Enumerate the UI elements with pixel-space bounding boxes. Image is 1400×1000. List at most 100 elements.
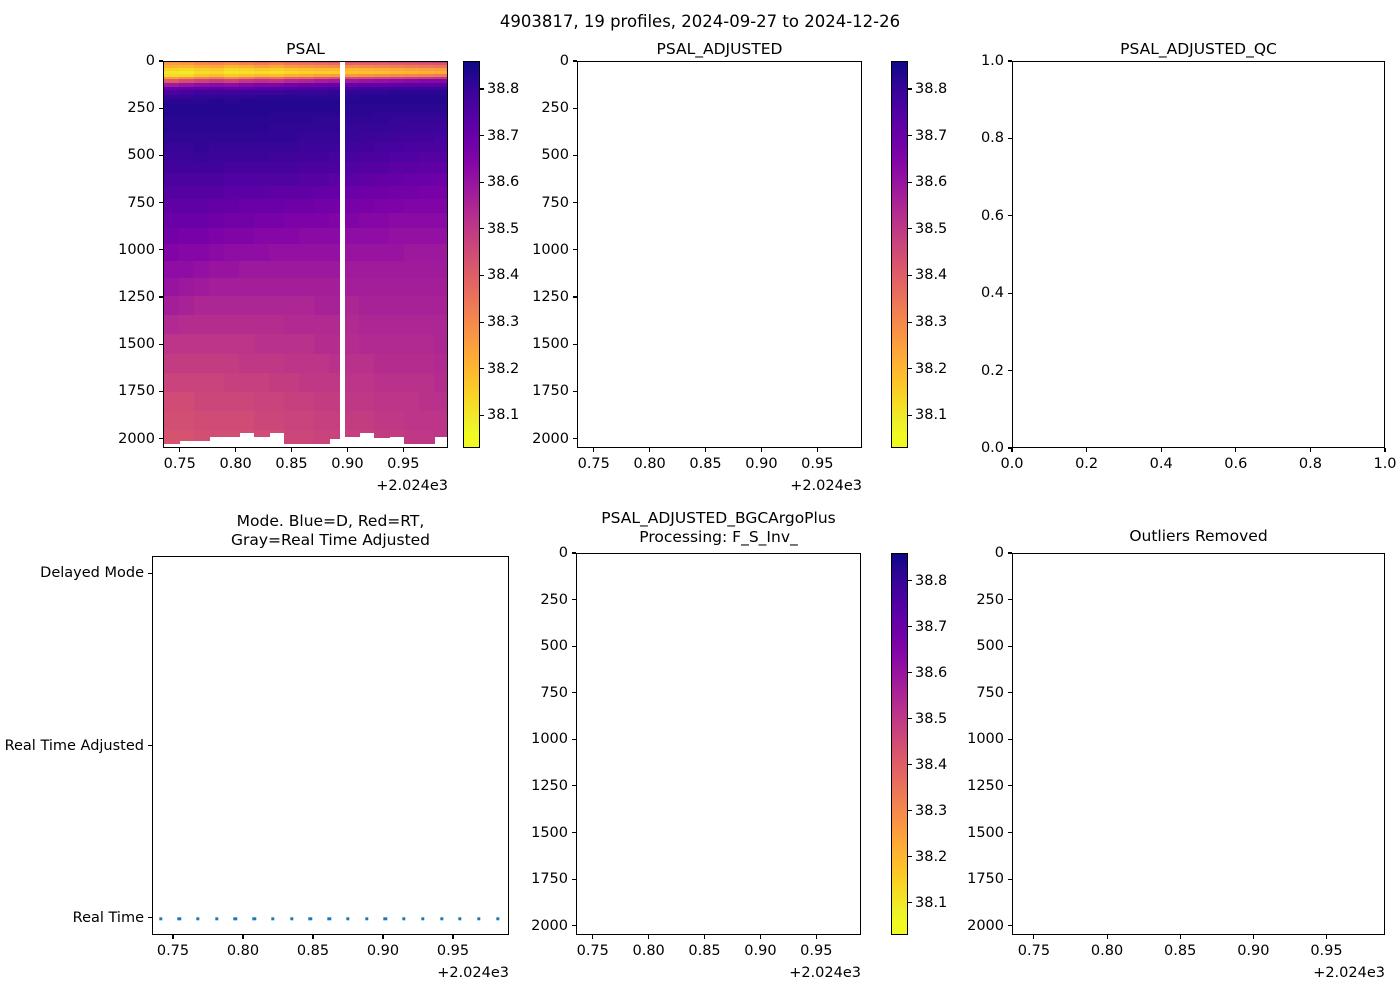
heatmap-cell — [179, 185, 195, 200]
heatmap-cell — [344, 213, 360, 229]
colorbar-tick-mark — [908, 764, 913, 766]
heatmap-cell — [164, 99, 180, 106]
colorbar-tick-mark — [480, 228, 485, 230]
xtick-label: 0.90 — [744, 943, 777, 959]
heatmap-cell — [209, 90, 225, 96]
heatmap-cell — [254, 62, 270, 66]
x-axis-offset-text: +2.024e3 — [1313, 965, 1385, 981]
axes-psal_adjusted_qc — [1012, 61, 1385, 448]
heatmap-cell — [164, 90, 180, 96]
heatmap-cell — [224, 99, 240, 106]
heatmap-cell — [359, 62, 375, 64]
heatmap-cell — [344, 99, 360, 106]
heatmap-cell — [374, 333, 390, 355]
colorbar-tick-label: 38.8 — [915, 572, 948, 589]
heatmap-cell — [254, 162, 270, 174]
heatmap-cell — [389, 142, 405, 153]
heatmap-cell — [359, 132, 375, 143]
heatmap-cell — [404, 185, 420, 200]
heatmap-cell — [329, 124, 345, 134]
heatmap-cell — [164, 104, 180, 112]
ytick-label: 1500 — [531, 824, 568, 841]
x-axis-offset-text: +2.024e3 — [376, 478, 448, 494]
heatmap-cell — [164, 70, 180, 75]
heatmap-cell — [179, 68, 195, 72]
heatmap-cell — [269, 94, 285, 100]
heatmap-cell — [239, 73, 255, 78]
ytick-label: 1000 — [967, 731, 1004, 748]
heatmap-cell — [179, 124, 195, 134]
heatmap-cell — [299, 90, 315, 96]
ytick-label: 1750 — [532, 383, 569, 400]
heatmap-cell — [419, 373, 435, 393]
heatmap-cell — [389, 110, 405, 118]
ytick-label: 750 — [540, 684, 568, 701]
heatmap-cell — [419, 261, 435, 279]
heatmap-cell — [434, 62, 447, 66]
heatmap-cell — [209, 68, 225, 72]
xtick-mark — [1086, 448, 1088, 453]
heatmap-cell — [239, 62, 255, 66]
xtick-label: 0.85 — [1164, 943, 1197, 959]
heatmap-cell — [224, 353, 240, 375]
ytick-mark — [158, 438, 163, 440]
heatmap-cell — [329, 117, 345, 125]
heatmap-cell — [224, 65, 240, 69]
ytick-label: 500 — [127, 147, 155, 164]
axes-outliers_removed — [1012, 553, 1385, 935]
heatmap-cell — [209, 333, 225, 355]
xtick-mark — [172, 935, 174, 940]
heatmap-cell — [314, 244, 330, 262]
heatmap-cell — [389, 70, 405, 75]
colorbar-tick-mark — [480, 88, 485, 90]
ytick-label: 1750 — [967, 871, 1004, 888]
heatmap-cell — [359, 244, 375, 262]
heatmap-cell — [209, 173, 225, 187]
heatmap-column — [269, 62, 285, 447]
heatmap-cell — [344, 296, 360, 316]
heatmap-cell — [314, 296, 330, 316]
heatmap-cell — [224, 261, 240, 279]
heatmap-cell — [239, 392, 255, 412]
heatmap-cell — [254, 314, 270, 335]
heatmap-cell — [269, 213, 285, 229]
heatmap-cell — [374, 124, 390, 134]
ytick-mark — [572, 202, 577, 204]
colorbar-tick-mark — [908, 88, 913, 90]
heatmap-cell — [224, 70, 240, 75]
heatmap-cell — [329, 86, 345, 91]
heatmap-cell — [434, 353, 447, 375]
colorbar-tick-label: 38.1 — [487, 407, 520, 424]
heatmap-cell — [224, 151, 240, 163]
xtick-label: 0.90 — [331, 456, 364, 472]
heatmap-cell — [164, 373, 180, 393]
xtick-mark — [648, 935, 650, 940]
ytick-mark — [158, 154, 163, 156]
ytick-label: 750 — [976, 684, 1004, 701]
heatmap-cell — [164, 124, 180, 134]
heatmap-cell — [179, 76, 195, 81]
heatmap-cell — [314, 82, 330, 88]
xtick-mark — [235, 448, 237, 453]
colorbar-tick-label: 38.2 — [915, 360, 948, 377]
heatmap-cell — [419, 162, 435, 174]
heatmap-cell — [224, 173, 240, 187]
colorbar-psal — [463, 61, 480, 448]
x-axis-offset-text: +2.024e3 — [790, 478, 862, 494]
colorbar-tick-mark — [908, 274, 913, 277]
xtick-label: 0.95 — [800, 943, 833, 959]
heatmap-cell — [359, 213, 375, 229]
heatmap-cell — [374, 68, 390, 72]
ytick-mark — [1007, 785, 1012, 787]
heatmap-column — [374, 62, 390, 447]
ytick-mark — [572, 296, 577, 298]
heatmap-cell — [224, 132, 240, 143]
axes-psal_adjusted_bgcargoplus — [576, 553, 861, 935]
heatmap-cell — [284, 62, 300, 64]
heatmap-cell — [269, 62, 285, 64]
ytick-label: 1500 — [532, 336, 569, 353]
heatmap-cell — [254, 198, 270, 214]
heatmap-cell — [209, 104, 225, 112]
ytick-label: 0.6 — [980, 207, 1004, 224]
